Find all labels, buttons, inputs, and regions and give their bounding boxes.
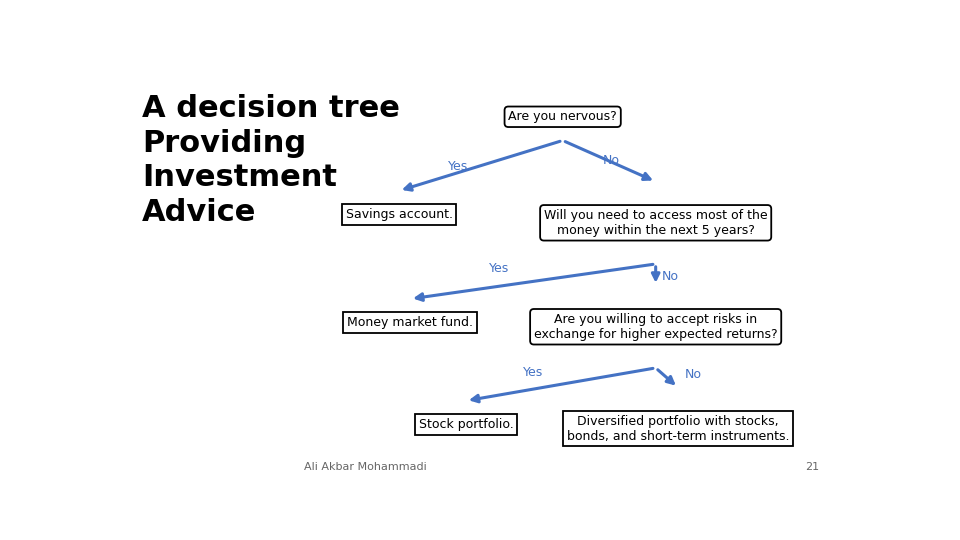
- Text: Ali Akbar Mohammadi: Ali Akbar Mohammadi: [304, 462, 427, 472]
- Text: No: No: [684, 368, 702, 381]
- Text: Diversified portfolio with stocks,
bonds, and short-term instruments.: Diversified portfolio with stocks, bonds…: [566, 415, 789, 443]
- Text: A decision tree
Providing
Investment
Advice: A decision tree Providing Investment Adv…: [142, 94, 400, 227]
- Text: Yes: Yes: [490, 262, 510, 275]
- Text: Are you nervous?: Are you nervous?: [508, 110, 617, 123]
- Text: Money market fund.: Money market fund.: [348, 316, 473, 329]
- Text: Will you need to access most of the
money within the next 5 years?: Will you need to access most of the mone…: [544, 209, 767, 237]
- Text: 21: 21: [804, 462, 819, 472]
- Text: Yes: Yes: [448, 160, 468, 173]
- Text: No: No: [603, 154, 619, 167]
- Text: Savings account.: Savings account.: [346, 208, 452, 221]
- Text: Yes: Yes: [523, 366, 543, 379]
- Text: Stock portfolio.: Stock portfolio.: [419, 418, 514, 431]
- Text: No: No: [662, 271, 679, 284]
- Text: Are you willing to accept risks in
exchange for higher expected returns?: Are you willing to accept risks in excha…: [534, 313, 778, 341]
